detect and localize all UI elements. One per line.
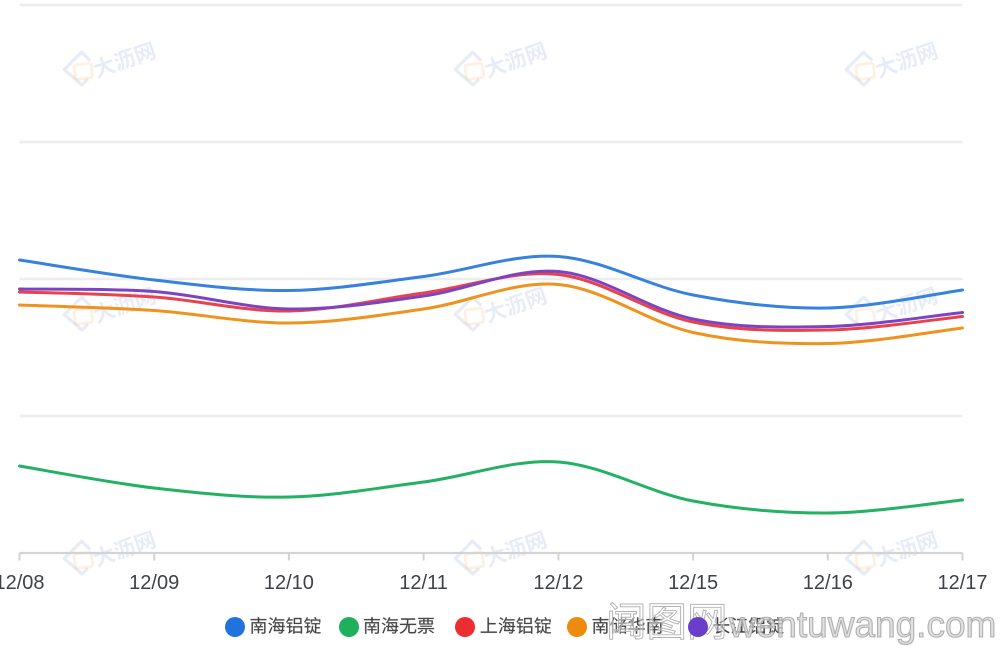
svg-text:12/12: 12/12 bbox=[533, 572, 583, 594]
svg-text:12/16: 12/16 bbox=[803, 572, 853, 594]
svg-text:12/08: 12/08 bbox=[0, 572, 45, 594]
svg-text:12/15: 12/15 bbox=[668, 572, 718, 594]
svg-text:12/09: 12/09 bbox=[129, 572, 179, 594]
svg-text:12/11: 12/11 bbox=[399, 572, 448, 594]
svg-text:12/17: 12/17 bbox=[937, 572, 987, 594]
svg-text:wentuwang.com: wentuwang.com bbox=[728, 604, 996, 645]
svg-text:12/10: 12/10 bbox=[264, 572, 314, 594]
